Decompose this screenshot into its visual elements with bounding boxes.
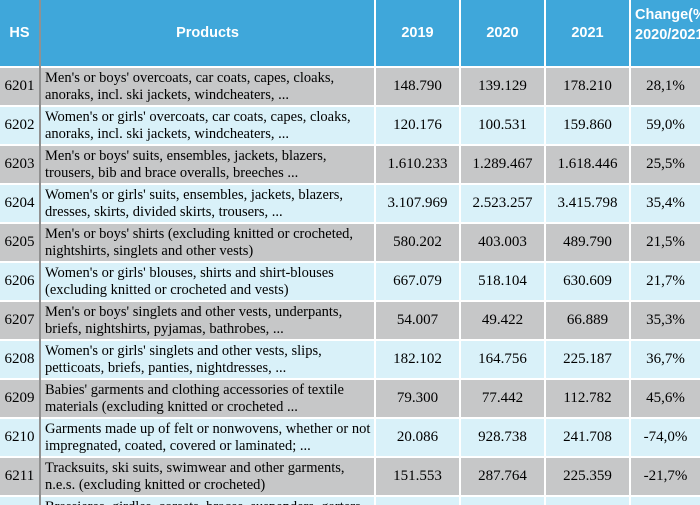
col-header-change: Change(%) 2020/2021 [629,0,700,67]
value-2019-cell: 148.790 [374,66,460,106]
hs-cell: 6202 [0,105,40,145]
value-2021-cell: 225.187 [544,339,630,379]
value-2020-cell: 928.738 [459,417,545,457]
col-header-2021: 2021 [544,0,630,67]
col-header-change-line2: 2020/2021 [635,27,700,43]
value-2020-cell: 518.104 [459,261,545,301]
table-row: 6212Brassieres, girdles, corsets, braces… [0,495,700,505]
product-cell: Women's or girls' singlets and other ves… [39,339,375,379]
table-row: 6205 Men's or boys' shirts (excluding kni… [0,222,700,262]
value-2021-cell: 62.889 [544,495,630,505]
hs-cell: 6204 [0,183,40,223]
change-cell: 26,0% [629,495,700,505]
product-cell: Brassieres, girdles, corsets, braces, su… [39,495,375,505]
value-2021-cell: 630.609 [544,261,630,301]
table-row: 6211 Tracksuits, ski suits, swimwear and … [0,456,700,496]
value-2021-cell: 225.359 [544,456,630,496]
product-cell: Tracksuits, ski suits, swimwear and othe… [39,456,375,496]
change-cell: 25,5% [629,144,700,184]
product-cell: Babies' garments and clothing accessorie… [39,378,375,418]
header-row: HS Products 2019 2020 2021 Change(%) 202… [0,0,700,67]
product-cell: Women's or girls' suits, ensembles, jack… [39,183,375,223]
change-cell: 35,4% [629,183,700,223]
value-2020-cell: 287.764 [459,456,545,496]
value-2019-cell: 580.202 [374,222,460,262]
value-2020-cell: 139.129 [459,66,545,106]
value-2020-cell: 49.422 [459,300,545,340]
change-cell: 21,7% [629,261,700,301]
value-2019-cell: 151.553 [374,456,460,496]
product-cell: Garments made up of felt or nonwovens, w… [39,417,375,457]
table-row: 6203 Men's or boys' suits, ensembles, jac… [0,144,700,184]
hs-cell: 6207 [0,300,40,340]
table-row: 6204 Women's or girls' suits, ensembles, … [0,183,700,223]
change-cell: 45,6% [629,378,700,418]
value-2020-cell: 164.756 [459,339,545,379]
table-row: 6202 Women's or girls' overcoats, car coa… [0,105,700,145]
hs-cell: 6212 [0,495,40,505]
col-header-2020: 2020 [459,0,545,67]
value-2019-cell: 667.079 [374,261,460,301]
change-cell: -21,7% [629,456,700,496]
value-2021-cell: 241.708 [544,417,630,457]
value-2019-cell: 20.086 [374,417,460,457]
change-cell: 59,0% [629,105,700,145]
value-2021-cell: 178.210 [544,66,630,106]
hs-cell: 6211 [0,456,40,496]
value-2020-cell: 2.523.257 [459,183,545,223]
change-cell: 35,3% [629,300,700,340]
value-2020-cell: 100.531 [459,105,545,145]
hs-cell: 6210 [0,417,40,457]
value-2020-cell: 1.289.467 [459,144,545,184]
product-cell: Men's or boys' shirts (excluding knitted… [39,222,375,262]
value-2019-cell: 3.107.969 [374,183,460,223]
table-row: 6201 Men's or boys' overcoats, car coats,… [0,66,700,106]
product-cell: Men's or boys' overcoats, car coats, cap… [39,66,375,106]
table-body: 6201 Men's or boys' overcoats, car coats,… [0,66,700,505]
value-2019-cell: 79.300 [374,378,460,418]
value-2021-cell: 1.618.446 [544,144,630,184]
col-header-hs: HS [0,0,40,67]
hs-cell: 6205 [0,222,40,262]
col-header-2019: 2019 [374,0,460,67]
hs-cell: 6209 [0,378,40,418]
change-cell: 21,5% [629,222,700,262]
table-row: 6207 Men's or boys' singlets and other ve… [0,300,700,340]
product-cell: Women's or girls' overcoats, car coats, … [39,105,375,145]
value-2020-cell: 403.003 [459,222,545,262]
table-row: 6206 Women's or girls' blouses, shirts an… [0,261,700,301]
hs-cell: 6206 [0,261,40,301]
value-2019-cell: 182.102 [374,339,460,379]
product-cell: Women's or girls' blouses, shirts and sh… [39,261,375,301]
value-2021-cell: 3.415.798 [544,183,630,223]
value-2021-cell: 112.782 [544,378,630,418]
product-cell: Men's or boys' singlets and other vests,… [39,300,375,340]
col-header-change-line1: Change(%) [635,7,700,23]
change-cell: 36,7% [629,339,700,379]
value-2021-cell: 66.889 [544,300,630,340]
value-2020-cell: 49.916 [459,495,545,505]
change-cell: -74,0% [629,417,700,457]
value-2021-cell: 159.860 [544,105,630,145]
table-row: 6210 Garments made up of felt or nonwoven… [0,417,700,457]
value-2019-cell: 120.176 [374,105,460,145]
value-2019-cell: 54.007 [374,300,460,340]
product-cell: Men's or boys' suits, ensembles, jackets… [39,144,375,184]
hs-cell: 6208 [0,339,40,379]
value-2019-cell: 46.155 [374,495,460,505]
col-header-products: Products [39,0,375,67]
hs-cell: 6201 [0,66,40,106]
hs-cell: 6203 [0,144,40,184]
value-2019-cell: 1.610.233 [374,144,460,184]
change-cell: 28,1% [629,66,700,106]
table-row: 6209 Babies' garments and clothing access… [0,378,700,418]
value-2020-cell: 77.442 [459,378,545,418]
table-row: 6208 Women's or girls' singlets and other… [0,339,700,379]
value-2021-cell: 489.790 [544,222,630,262]
